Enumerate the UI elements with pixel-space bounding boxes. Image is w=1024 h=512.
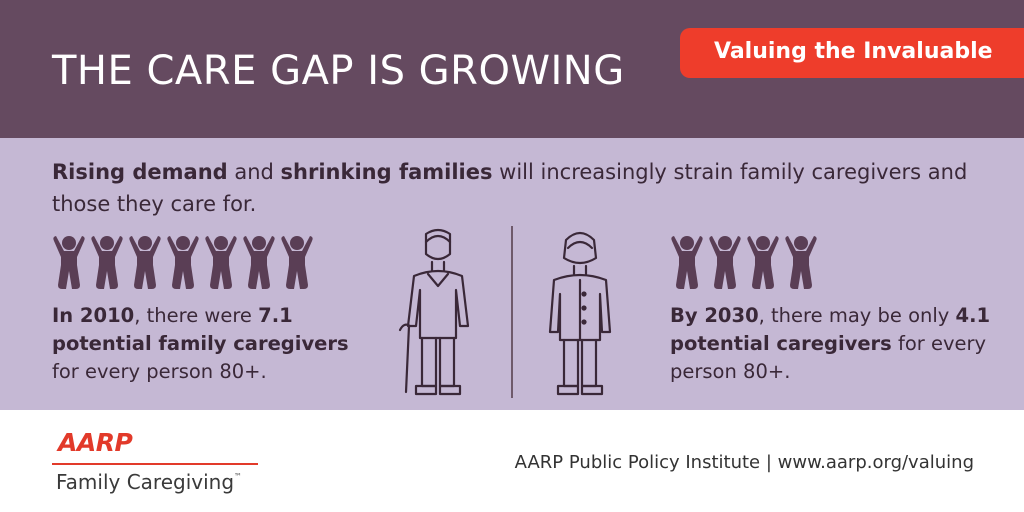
child-figure-icon	[281, 236, 313, 289]
divider	[511, 226, 513, 398]
series-badge-label: Valuing the Invaluable	[714, 39, 993, 64]
child-figure-icon	[671, 236, 703, 289]
footer-credit: AARP Public Policy Institute | www.aarp.…	[514, 452, 974, 473]
child-figure-icon	[709, 236, 741, 289]
intro-bold-families: shrinking families	[280, 160, 493, 184]
child-figure-icon	[91, 236, 123, 289]
child-figure-icon	[205, 236, 237, 289]
stat-2010: In 2010, there were 7.1 potential family…	[52, 302, 372, 386]
child-figure-icon	[785, 236, 817, 289]
intro-text-1: and	[227, 160, 281, 184]
stat-2010-text-b: for every person 80+.	[52, 360, 267, 383]
elderly-woman-icon	[548, 231, 612, 396]
logo-subtitle-text: Family Caregiving	[56, 470, 235, 494]
header-banner: THE CARE GAP IS GROWING Valuing the Inva…	[0, 0, 1024, 138]
child-figure-icon	[243, 236, 275, 289]
stat-2030-year: By 2030	[670, 304, 759, 327]
caregiver-figures-2030	[671, 236, 817, 289]
aarp-logo[interactable]: AARP	[58, 428, 133, 457]
stat-2010-value: 7.1 potential family caregivers	[52, 304, 349, 355]
intro-text-2: will increasingly strain family caregive…	[52, 160, 968, 216]
trademark: ™	[234, 472, 243, 481]
logo-underline	[52, 463, 258, 465]
series-badge: Valuing the Invaluable	[680, 28, 1024, 78]
intro-bold-demand: Rising demand	[52, 160, 228, 184]
stat-2030-value: 4.1 potential caregivers	[670, 304, 991, 355]
elderly-man-with-cane-icon	[398, 228, 470, 396]
child-figure-icon	[129, 236, 161, 289]
stat-2010-text-a: , there were	[134, 304, 259, 327]
stat-2010-year: In 2010	[52, 304, 135, 327]
logo-subtitle: Family Caregiving™	[56, 470, 242, 494]
child-figure-icon	[167, 236, 199, 289]
stat-2030-text-a: , there may be only	[758, 304, 956, 327]
stat-2030-text-b: for every person 80+.	[670, 332, 987, 383]
caregiver-figures-2010	[53, 236, 313, 289]
child-figure-icon	[747, 236, 779, 289]
child-figure-icon	[53, 236, 85, 289]
page-title: THE CARE GAP IS GROWING	[52, 48, 625, 94]
content-panel: Rising demand and shrinking families wil…	[0, 138, 1024, 410]
footer: AARP Family Caregiving™ AARP Public Poli…	[0, 410, 1024, 512]
intro-text: Rising demand and shrinking families wil…	[52, 156, 982, 220]
stat-2030: By 2030, there may be only 4.1 potential…	[670, 302, 1000, 386]
